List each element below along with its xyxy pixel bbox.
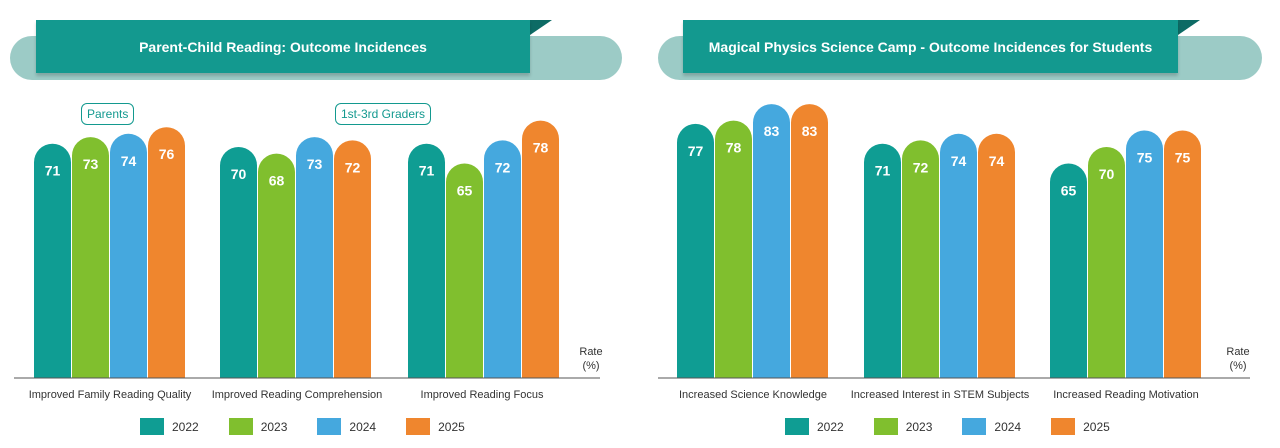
legend-item-2024: 2024 [317, 418, 376, 435]
bar-2022-2 [408, 143, 445, 378]
bar-2022-2 [1050, 163, 1087, 378]
x-tick-label: Improved Reading Comprehension [212, 389, 383, 401]
data-label-2024-1: 74 [951, 153, 967, 169]
data-label-2025-0: 76 [159, 146, 175, 162]
legend-label: 2024 [994, 419, 1022, 434]
bar-2024-0 [110, 133, 147, 378]
tag-parents: Parents [81, 103, 135, 125]
legend-label: 2023 [905, 419, 933, 434]
bar-2024-2 [1126, 130, 1163, 378]
bar-2025-1 [334, 140, 371, 378]
chart-title: Parent-Child Reading: Outcome Incidences [36, 20, 530, 73]
bar-2023-1 [258, 153, 295, 378]
data-label-2025-1: 74 [989, 153, 1005, 169]
bar-2022-0 [34, 143, 71, 378]
data-label-2022-2: 71 [419, 163, 435, 179]
data-label-2023-2: 70 [1099, 166, 1115, 182]
bar-2022-1 [864, 143, 901, 378]
legend-item-2024: 2024 [962, 418, 1021, 435]
bar-2023-0 [72, 137, 109, 378]
legend-label: 2023 [260, 419, 288, 434]
legend-swatch [228, 418, 253, 435]
legend-label: 2025 [1083, 419, 1110, 434]
y-axis-label: Rate (%) [579, 346, 603, 372]
data-label-2023-1: 68 [269, 173, 285, 189]
bar-2025-0 [791, 104, 828, 378]
bar-2023-2 [446, 163, 483, 378]
legend-label: 2022 [817, 419, 844, 434]
legend: 2022 2023 2024 2025 [785, 418, 1140, 435]
legend-swatch [406, 418, 431, 435]
data-label-2024-0: 83 [764, 123, 780, 139]
data-label-2024-0: 74 [121, 153, 137, 169]
legend-item-2023: 2023 [228, 418, 288, 435]
bar-2025-0 [148, 127, 185, 378]
legend-swatch [785, 418, 809, 435]
data-label-2024-1: 73 [307, 156, 323, 172]
legend-swatch [140, 418, 164, 435]
bar-2022-1 [220, 147, 257, 378]
x-tick-label: Increased Interest in STEM Subjects [851, 389, 1030, 401]
data-label-2022-1: 71 [875, 163, 891, 179]
legend-label: 2025 [438, 419, 465, 434]
header-fold [1178, 20, 1200, 35]
data-label-2022-1: 70 [231, 166, 247, 182]
y-axis-label: Rate (%) [1226, 346, 1250, 372]
legend-item-2023: 2023 [873, 418, 933, 435]
bar-2023-1 [902, 140, 939, 378]
data-label-2022-0: 71 [45, 163, 61, 179]
legend-item-2025: 2025 [406, 418, 465, 435]
header-fold [530, 20, 552, 35]
data-label-2023-2: 65 [457, 183, 473, 199]
x-tick-label: Increased Science Knowledge [679, 389, 827, 401]
bar-2025-1 [978, 133, 1015, 378]
chart-panel-parent-child-reading: Parent-Child Reading: Outcome Incidences… [10, 20, 622, 435]
legend-swatch [1051, 418, 1076, 435]
bar-2023-0 [715, 120, 752, 379]
bar-chart-science-camp: 77 78 83 83 Increased Science Knowledge 71 72 7… [658, 104, 1250, 401]
bar-2024-1 [940, 133, 977, 378]
data-label-2025-1: 72 [345, 159, 361, 175]
x-tick-label: Improved Family Reading Quality [29, 389, 192, 401]
data-label-2022-2: 65 [1061, 183, 1077, 199]
x-tick-label: Increased Reading Motivation [1053, 389, 1199, 401]
data-label-2025-2: 78 [533, 140, 549, 156]
legend-item-2022: 2022 [785, 418, 844, 435]
bar-2024-2 [484, 140, 521, 378]
legend-item-2025: 2025 [1051, 418, 1110, 435]
bar-2025-2 [1164, 130, 1201, 378]
data-label-2023-0: 78 [726, 140, 742, 156]
tag-graders: 1st-3rd Graders [335, 103, 432, 125]
data-label-2023-0: 73 [83, 156, 99, 172]
chart-panel-science-camp: Magical Physics Science Camp - Outcome I… [640, 0, 1280, 448]
data-label-2025-2: 75 [1175, 150, 1191, 166]
bar-2022-0 [677, 123, 714, 378]
legend: 2022 2023 2024 2025 [140, 418, 495, 435]
data-label-2025-0: 83 [802, 123, 818, 139]
legend-label: 2022 [172, 419, 199, 434]
data-label-2022-0: 77 [688, 143, 704, 159]
data-label-2024-2: 72 [495, 159, 511, 175]
data-label-2024-2: 75 [1137, 150, 1153, 166]
bar-2023-2 [1088, 147, 1125, 378]
legend-swatch [873, 418, 898, 435]
bar-chart-parent-child-reading: 71 73 74 76 Improved Family Reading Quality 7… [14, 120, 600, 401]
bar-2024-1 [296, 137, 333, 378]
legend-item-2022: 2022 [140, 418, 199, 435]
bar-2025-2 [522, 120, 559, 379]
legend-swatch [962, 418, 987, 435]
chart-title: Magical Physics Science Camp - Outcome I… [683, 20, 1178, 73]
data-label-2023-1: 72 [913, 159, 929, 175]
legend-swatch [317, 418, 342, 435]
bar-2024-0 [753, 104, 790, 378]
x-tick-label: Improved Reading Focus [421, 389, 544, 401]
legend-label: 2024 [349, 419, 377, 434]
